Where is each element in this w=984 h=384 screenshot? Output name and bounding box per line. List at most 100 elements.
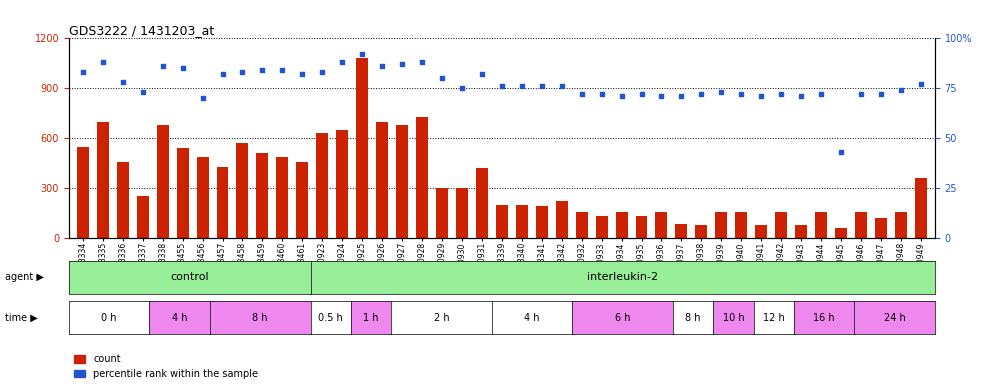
Point [454,85,469,91]
Point [434,75,450,81]
Text: 24 h: 24 h [884,313,905,323]
Point [813,91,829,98]
Text: interleukin-2: interleukin-2 [587,272,658,283]
Bar [855,212,867,238]
Point [94,59,110,65]
Point [175,65,191,71]
Text: 16 h: 16 h [813,313,834,323]
Point [154,63,170,70]
Bar [735,212,747,238]
Text: 4 h: 4 h [172,313,187,323]
Point [754,93,769,99]
Bar [915,178,927,238]
Text: 0 h: 0 h [101,313,117,323]
Bar [236,143,248,238]
Bar [516,205,527,238]
Legend: count, percentile rank within the sample: count, percentile rank within the sample [74,354,258,379]
Bar [894,212,907,238]
Point [514,83,529,89]
Point [873,91,889,98]
Point [853,91,869,98]
Bar [117,162,129,238]
Bar [257,153,269,238]
Bar [595,216,607,238]
Point [593,91,609,98]
Bar [616,212,628,238]
Bar [476,168,488,238]
Point [773,91,789,98]
Bar [756,225,768,238]
Bar [636,217,647,238]
Point [414,59,430,65]
Bar [96,122,109,238]
Text: 10 h: 10 h [722,313,744,323]
Bar [696,225,707,238]
Bar [496,205,508,238]
Point [913,81,929,88]
Point [534,83,550,89]
Bar [775,212,787,238]
Point [294,71,310,78]
Bar [356,58,368,238]
Point [374,63,390,70]
Point [793,93,809,99]
Point [673,93,689,99]
Bar [197,157,209,238]
Point [634,91,649,98]
Point [75,69,91,75]
Text: 6 h: 6 h [615,313,631,323]
Point [733,91,749,98]
Point [335,59,350,65]
Bar [416,117,428,238]
Bar [296,162,308,238]
Bar [715,212,727,238]
Point [275,67,290,73]
Bar [376,122,388,238]
Text: 0.5 h: 0.5 h [318,313,343,323]
Point [574,91,589,98]
Point [713,89,729,95]
Bar [835,228,847,238]
Point [614,93,630,99]
Bar [337,130,348,238]
Bar [277,157,288,238]
Bar [815,212,828,238]
Bar [535,206,548,238]
Bar [156,125,168,238]
Bar [397,125,408,238]
Bar [137,195,149,238]
Point [554,83,570,89]
Point [115,79,131,85]
Point [833,149,849,155]
Point [255,67,271,73]
Text: 8 h: 8 h [686,313,701,323]
Point [354,51,370,58]
Bar [216,167,228,238]
Bar [576,212,587,238]
Text: time ▶: time ▶ [5,313,37,323]
Bar [436,188,448,238]
Bar [795,225,807,238]
Bar [456,188,468,238]
Point [215,71,230,78]
Text: control: control [170,272,209,283]
Point [135,89,151,95]
Text: agent ▶: agent ▶ [5,272,44,283]
Bar [655,212,667,238]
Bar [556,202,568,238]
Bar [316,133,329,238]
Bar [675,224,688,238]
Bar [875,218,887,238]
Point [315,69,331,75]
Point [234,69,250,75]
Text: 12 h: 12 h [763,313,784,323]
Point [694,91,709,98]
Text: GDS3222 / 1431203_at: GDS3222 / 1431203_at [69,24,215,37]
Text: 4 h: 4 h [524,313,540,323]
Point [474,71,490,78]
Text: 1 h: 1 h [363,313,379,323]
Point [395,61,410,68]
Point [195,95,211,101]
Point [893,87,909,93]
Bar [77,147,89,238]
